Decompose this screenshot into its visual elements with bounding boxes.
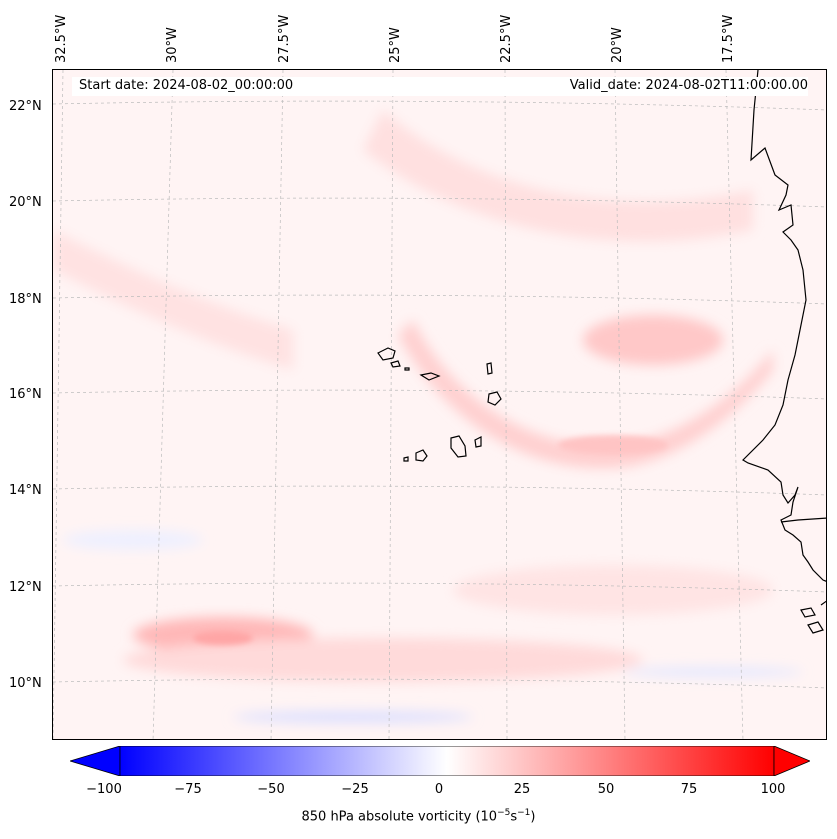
vorticity-min-southeast <box>623 667 803 677</box>
lon-label-27-5w: 27.5°W <box>277 14 292 63</box>
vorticity-core-southwest <box>193 631 253 645</box>
colorbar-label-unit: s <box>510 809 518 825</box>
graticule-lat <box>53 100 826 111</box>
coastal-islands-bijagos <box>800 600 826 634</box>
colorbar-extend-low <box>70 746 121 776</box>
graticule-lat <box>53 294 826 305</box>
graticule-lat <box>53 197 826 208</box>
vorticity-map <box>52 69 827 740</box>
graticule-lon <box>152 70 174 739</box>
colorbar-tick: −25 <box>341 782 369 797</box>
gambia-estuary <box>780 517 826 523</box>
lat-label-10n: 10°N <box>9 676 42 691</box>
lat-label-18n: 18°N <box>9 292 42 307</box>
island-maio <box>474 436 482 448</box>
island-boa-vista <box>487 391 502 406</box>
graticule-lat <box>53 485 826 496</box>
lon-label-20w: 20°W <box>610 27 625 63</box>
colorbar-tick: 50 <box>597 782 615 797</box>
vorticity-min-south <box>233 711 473 723</box>
island-santa-luzia <box>404 367 410 371</box>
vorticity-band-arc <box>398 320 773 469</box>
vorticity-band-south <box>123 638 643 682</box>
colorbar-extend-high <box>773 746 810 776</box>
african-coastline <box>742 70 826 582</box>
colorbar <box>70 746 810 776</box>
colorbar-tick: −100 <box>86 782 122 797</box>
graticule-lon <box>725 70 744 739</box>
vorticity-cell-southeast <box>453 565 773 615</box>
lon-label-32-5w: 32.5°W <box>54 14 69 63</box>
graticule-lon <box>53 70 64 739</box>
colorbar-tick: 75 <box>680 782 698 797</box>
cape-verde-islands <box>377 347 502 462</box>
lon-label-17-5w: 17.5°W <box>721 14 736 63</box>
island-fogo <box>415 449 428 462</box>
vorticity-band-north <box>363 110 753 242</box>
valid-date-label: Valid_date: 2024-08-02T11:00:00.00 <box>569 78 808 93</box>
colorbar-label-exp1: −5 <box>497 808 511 818</box>
colorbar-gradient <box>119 746 775 776</box>
island-sal <box>486 362 493 375</box>
start-date-label: Start date: 2024-08-02_00:00:00 <box>79 78 294 93</box>
lat-label-20n: 20°N <box>9 195 42 210</box>
colorbar-tick: −75 <box>174 782 202 797</box>
lon-label-22-5w: 22.5°W <box>499 14 514 63</box>
lon-label-25w: 25°W <box>388 27 403 63</box>
graticule-lon <box>504 70 508 739</box>
vorticity-cell-east <box>583 315 723 365</box>
map-canvas <box>53 70 826 739</box>
colorbar-tick: 25 <box>513 782 531 797</box>
vorticity-min-west <box>63 530 203 550</box>
vorticity-band-west <box>53 230 293 370</box>
island-sao-vicente <box>390 360 401 368</box>
island-santiago <box>450 435 467 458</box>
island-sao-nicolau <box>419 372 441 381</box>
graticule-lat <box>53 582 826 593</box>
graticule-lon <box>614 70 626 739</box>
lat-label-14n: 14°N <box>9 483 42 498</box>
colorbar-tick: −50 <box>257 782 285 797</box>
graticule <box>53 70 826 739</box>
colorbar-label: 850 hPa absolute vorticity (10−5s−1) <box>0 808 837 824</box>
island-santo-antao <box>377 347 396 361</box>
lat-label-12n: 12°N <box>9 580 42 595</box>
lat-label-22n: 22°N <box>9 99 42 114</box>
colorbar-tick: 100 <box>760 782 786 797</box>
graticule-lat <box>53 389 826 400</box>
vorticity-core-arc <box>558 435 668 455</box>
graticule-lat <box>53 678 826 689</box>
colorbar-tick: 0 <box>434 782 444 797</box>
colorbar-label-exp2: −1 <box>517 808 531 818</box>
graticule-lon <box>388 70 394 739</box>
island-brava <box>403 456 409 462</box>
graticule-lon <box>270 70 284 739</box>
colorbar-label-close: ) <box>530 809 536 825</box>
colorbar-label-text: 850 hPa absolute vorticity (10 <box>301 809 498 825</box>
lon-label-30w: 30°W <box>165 27 180 63</box>
map-header <box>72 77 808 96</box>
lat-label-16n: 16°N <box>9 387 42 402</box>
